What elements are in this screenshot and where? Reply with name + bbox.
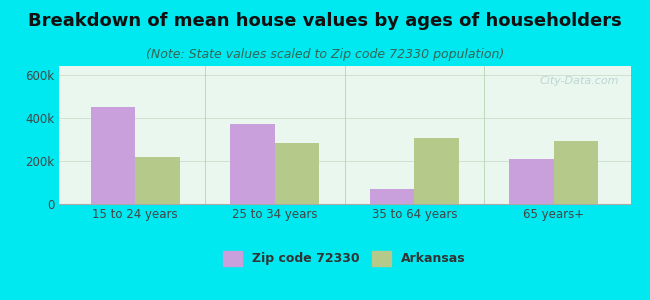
Legend: Zip code 72330, Arkansas: Zip code 72330, Arkansas	[220, 247, 469, 269]
Bar	[414, 138, 459, 204]
Bar	[370, 189, 414, 204]
Bar	[90, 107, 135, 204]
Bar	[275, 142, 319, 204]
Bar	[135, 157, 180, 204]
Bar	[554, 142, 599, 204]
Text: City-Data.com: City-Data.com	[540, 76, 619, 86]
Text: Breakdown of mean house values by ages of householders: Breakdown of mean house values by ages o…	[28, 12, 622, 30]
Bar	[230, 124, 275, 204]
Text: (Note: State values scaled to Zip code 72330 population): (Note: State values scaled to Zip code 7…	[146, 48, 504, 61]
Bar	[509, 159, 554, 204]
